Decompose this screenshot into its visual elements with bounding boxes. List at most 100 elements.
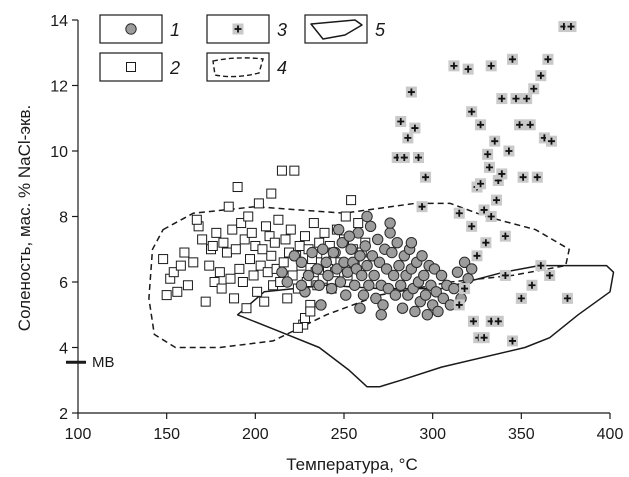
legend-label: 4 <box>277 58 287 78</box>
data-point-series-3 <box>535 70 547 82</box>
y-tick-label: 14 <box>50 13 68 30</box>
data-point-series-1 <box>356 269 368 282</box>
data-point-series-3 <box>517 171 529 183</box>
data-point-series-2 <box>266 250 277 261</box>
data-point-series-2 <box>287 270 298 281</box>
data-point-series-1 <box>317 243 329 255</box>
y-tick-label: 2 <box>59 406 68 423</box>
data-point-series-3 <box>528 83 540 95</box>
x-tick-label: 350 <box>508 426 535 443</box>
data-point-series-3 <box>453 299 465 311</box>
y-tick-label: 10 <box>50 144 68 161</box>
data-point-series-2 <box>241 303 252 314</box>
data-point-series-1 <box>393 259 405 272</box>
data-point-series-3 <box>459 283 471 295</box>
data-point-series-2 <box>172 286 183 297</box>
data-point-series-2 <box>353 218 364 229</box>
data-point-series-2 <box>282 293 293 304</box>
data-point-series-1 <box>386 246 398 259</box>
data-point-series-1 <box>313 279 325 291</box>
data-point-series-3 <box>412 152 424 164</box>
x-axis-title: Температура, °С <box>286 455 417 474</box>
data-point-series-2 <box>188 257 199 268</box>
data-point-series-2 <box>225 273 236 284</box>
data-point-series-3 <box>478 204 490 216</box>
data-point-series-1 <box>327 246 340 259</box>
data-point-series-3 <box>395 116 407 128</box>
data-point-series-1 <box>416 250 428 262</box>
data-point-series-1 <box>432 305 444 318</box>
data-point-series-2 <box>168 267 179 278</box>
data-point-series-3 <box>448 60 460 72</box>
data-point-series-1 <box>437 292 450 305</box>
data-point-series-2 <box>232 182 243 193</box>
y-tick-label: 12 <box>50 79 68 96</box>
data-point-series-3 <box>489 135 501 147</box>
field-5-outline <box>236 264 615 388</box>
data-point-series-1 <box>311 263 324 275</box>
data-point-series-1 <box>276 266 288 278</box>
x-tick-label: 400 <box>597 426 624 443</box>
legend-box <box>206 52 270 82</box>
data-point-series-3 <box>565 21 577 33</box>
data-point-series-1 <box>322 269 334 282</box>
data-point-series-3 <box>506 335 518 347</box>
data-point-series-3 <box>510 93 522 105</box>
points-layer <box>158 21 577 347</box>
data-point-series-1 <box>370 292 382 305</box>
data-point-series-1 <box>334 276 347 288</box>
data-point-series-2 <box>236 218 247 229</box>
data-point-series-2 <box>299 313 310 324</box>
legend-item-3: 3 <box>206 14 287 44</box>
data-point-series-1 <box>363 279 375 291</box>
data-point-series-1 <box>331 263 343 275</box>
data-point-series-1 <box>419 289 432 301</box>
data-point-series-1 <box>340 289 352 301</box>
legend-symbol-dashed-field <box>212 57 264 78</box>
data-point-series-1 <box>418 269 430 282</box>
data-point-series-2 <box>223 201 234 212</box>
data-point-series-1 <box>359 240 371 252</box>
data-point-series-3 <box>545 135 557 147</box>
data-point-series-3 <box>398 152 410 164</box>
data-point-series-1 <box>295 256 308 269</box>
data-point-series-3 <box>471 250 483 262</box>
data-point-series-3 <box>544 269 556 281</box>
data-point-series-3 <box>485 60 497 72</box>
data-point-series-2 <box>259 296 270 307</box>
data-point-series-2 <box>269 237 280 248</box>
data-point-series-3 <box>467 315 479 327</box>
data-point-series-1 <box>306 246 318 259</box>
data-point-series-2 <box>246 227 257 238</box>
data-point-series-1 <box>354 250 366 262</box>
x-tick-label: 250 <box>331 426 358 443</box>
data-point-series-2 <box>227 224 238 235</box>
data-point-series-1 <box>435 269 448 282</box>
data-point-series-2 <box>179 247 190 258</box>
data-point-series-3 <box>475 119 487 131</box>
data-point-series-2 <box>319 227 330 238</box>
data-point-series-2 <box>253 198 264 209</box>
y-tick-label: 8 <box>59 210 68 227</box>
data-point-series-2 <box>294 240 305 251</box>
data-point-series-1 <box>357 289 370 301</box>
data-point-series-1 <box>380 263 393 275</box>
data-point-series-1 <box>375 309 387 321</box>
data-point-series-2 <box>260 221 271 232</box>
data-point-series-2 <box>234 263 245 274</box>
data-point-series-3 <box>420 171 432 183</box>
data-point-series-2 <box>266 188 277 199</box>
data-point-series-2 <box>292 322 303 333</box>
data-point-series-3 <box>514 119 526 131</box>
data-point-series-2 <box>280 234 291 245</box>
data-point-series-2 <box>221 247 232 258</box>
data-point-series-2 <box>216 283 227 294</box>
y-axis-title: Соленость, мас. % NaCl-экв. <box>15 105 34 331</box>
data-point-series-2 <box>209 277 220 287</box>
data-point-series-1 <box>361 210 373 223</box>
legend-item-5: 5 <box>304 14 386 44</box>
data-point-series-2 <box>255 260 266 271</box>
data-point-series-2 <box>197 234 208 245</box>
data-point-series-1 <box>384 227 396 239</box>
